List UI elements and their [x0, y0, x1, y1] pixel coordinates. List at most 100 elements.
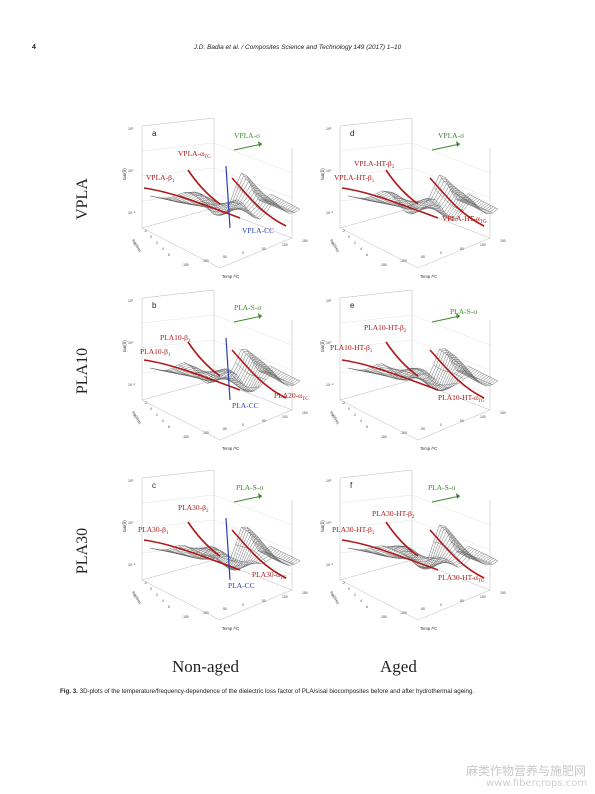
- grid-line: [339, 494, 413, 504]
- mesh-plot: f 10² 10⁰ 10⁻² tan(δ) -150 -100 -50 0 50 100 150 Tem…: [320, 469, 506, 631]
- y-tick-label: 0: [348, 407, 350, 411]
- y-axis-label: log(f/Hz): [131, 239, 142, 254]
- conductivity-arrow: [233, 495, 263, 503]
- relaxation-trace: [187, 521, 221, 557]
- x-tick-label: -100: [202, 431, 209, 435]
- y-tick-label: 4: [162, 247, 164, 251]
- axis-frame: [339, 579, 419, 621]
- conductivity-arrow: [431, 143, 461, 151]
- relaxation-trace: [231, 349, 287, 399]
- relaxation-trace: [341, 359, 439, 391]
- peak-label: PLA30-β2: [178, 503, 209, 514]
- x-tick-label: 50: [460, 247, 464, 251]
- x-tick-label: -150: [182, 435, 189, 439]
- cold-crystallization-trace: [225, 165, 231, 229]
- y-tick-label: 2: [156, 241, 158, 245]
- x-tick-label: 0: [440, 603, 442, 607]
- grid-line: [141, 544, 215, 554]
- panel-letter: c: [152, 481, 156, 490]
- grid-line: [339, 142, 413, 152]
- peak-label: PLA-S-σ: [428, 483, 455, 492]
- axis-frame: [219, 237, 293, 269]
- grid-line: [411, 192, 491, 224]
- x-tick-label: 100: [282, 595, 288, 599]
- y-tick-label: 2: [354, 593, 356, 597]
- x-tick-label: -50: [420, 607, 425, 611]
- x-axis-label: Temp /ºC: [420, 446, 437, 451]
- z-tick-label: 10⁻²: [326, 383, 334, 387]
- peak-label: PLA30-HT-αTG: [438, 573, 485, 584]
- axis-frame: [339, 227, 419, 269]
- relaxation-trace: [341, 187, 439, 219]
- peak-label: VPLA-β1: [146, 173, 175, 184]
- relaxation-trace: [187, 169, 221, 205]
- z-tick-label: 10⁻²: [128, 211, 136, 215]
- conductivity-arrow: [431, 495, 461, 503]
- relaxation-trace: [187, 341, 221, 377]
- grid-line: [213, 314, 293, 346]
- y-tick-label: 2: [156, 413, 158, 417]
- x-tick-label: 150: [500, 239, 506, 243]
- grid-line: [141, 142, 215, 152]
- y-tick-label: 0: [150, 587, 152, 591]
- y-axis-label: log(f/Hz): [329, 591, 340, 606]
- peak-label: VPLA-HT-β2: [354, 159, 395, 170]
- z-tick-label: 10⁻²: [326, 563, 334, 567]
- grid-line: [339, 192, 413, 202]
- peak-label: PLA30-HT-β2: [372, 509, 415, 520]
- grid-line: [141, 494, 215, 504]
- grid-line: [141, 339, 215, 349]
- y-axis-label: log(f/Hz): [329, 239, 340, 254]
- x-tick-label: -50: [222, 427, 227, 431]
- y-tick-label: 0: [348, 235, 350, 239]
- z-tick-label: 10²: [326, 479, 332, 483]
- grid-line: [411, 142, 491, 174]
- z-axis-label: tan(δ): [320, 340, 325, 352]
- peak-label: PLA-S-σ: [236, 483, 263, 492]
- x-tick-label: 0: [242, 603, 244, 607]
- y-tick-label: 4: [360, 599, 362, 603]
- grid-line: [213, 364, 293, 396]
- page-header: 4 J.D. Badia et al. / Composites Science…: [0, 44, 595, 58]
- watermark-url: www.fibercrops.com: [486, 778, 588, 789]
- axis-frame: [417, 409, 491, 441]
- axis-frame: [339, 469, 413, 479]
- z-axis-label: tan(δ): [320, 520, 325, 532]
- row-label-pla30: PLA30: [74, 527, 92, 575]
- y-tick-label: -2: [144, 401, 147, 405]
- x-tick-label: -100: [400, 611, 407, 615]
- running-head: J.D. Badia et al. / Composites Science a…: [193, 44, 402, 51]
- peak-label: PLA10-β2: [160, 333, 191, 344]
- peak-label: PLA-CC: [228, 581, 255, 590]
- relaxation-trace: [385, 341, 419, 377]
- axis-frame: [141, 469, 215, 479]
- y-tick-label: 4: [360, 419, 362, 423]
- x-tick-label: -150: [182, 263, 189, 267]
- relaxation-trace: [429, 349, 485, 399]
- arrow-head-icon: [456, 493, 460, 499]
- mesh-plot: b 10² 10⁰ 10⁻² tan(δ) -150 -100 -50 0 50 100 150 Tem…: [122, 289, 309, 451]
- panel-letter: a: [152, 129, 157, 138]
- x-tick-label: 150: [500, 411, 506, 415]
- watermark-text: 麻类作物营养与施肥网: [466, 764, 587, 778]
- caption-label: Fig. 3.: [60, 688, 78, 695]
- relaxation-trace: [429, 529, 485, 579]
- y-tick-label: -2: [144, 229, 147, 233]
- panel-c: c 10² 10⁰ 10⁻² tan(δ) -150 -100 -50 0 50 100 150 Tem…: [122, 469, 322, 650]
- x-tick-label: -50: [420, 255, 425, 259]
- x-tick-label: 50: [460, 419, 464, 423]
- relaxation-trace: [231, 177, 287, 227]
- peak-label: VPLA-CC: [242, 226, 274, 235]
- x-tick-label: 100: [480, 595, 486, 599]
- x-tick-label: 50: [460, 599, 464, 603]
- z-tick-label: 10⁰: [128, 341, 134, 345]
- x-tick-label: -50: [222, 607, 227, 611]
- panel-letter: d: [350, 129, 354, 138]
- x-tick-label: 150: [302, 411, 308, 415]
- mesh-plot: c 10² 10⁰ 10⁻² tan(δ) -150 -100 -50 0 50 100 150 Tem…: [122, 469, 308, 631]
- caption-text: 3D-plots of the temperature/frequency-de…: [79, 688, 475, 695]
- y-tick-label: 6: [168, 605, 170, 609]
- z-tick-label: 10⁻²: [128, 383, 136, 387]
- cold-crystallization-trace: [225, 337, 231, 401]
- z-tick-label: 10⁻²: [326, 211, 334, 215]
